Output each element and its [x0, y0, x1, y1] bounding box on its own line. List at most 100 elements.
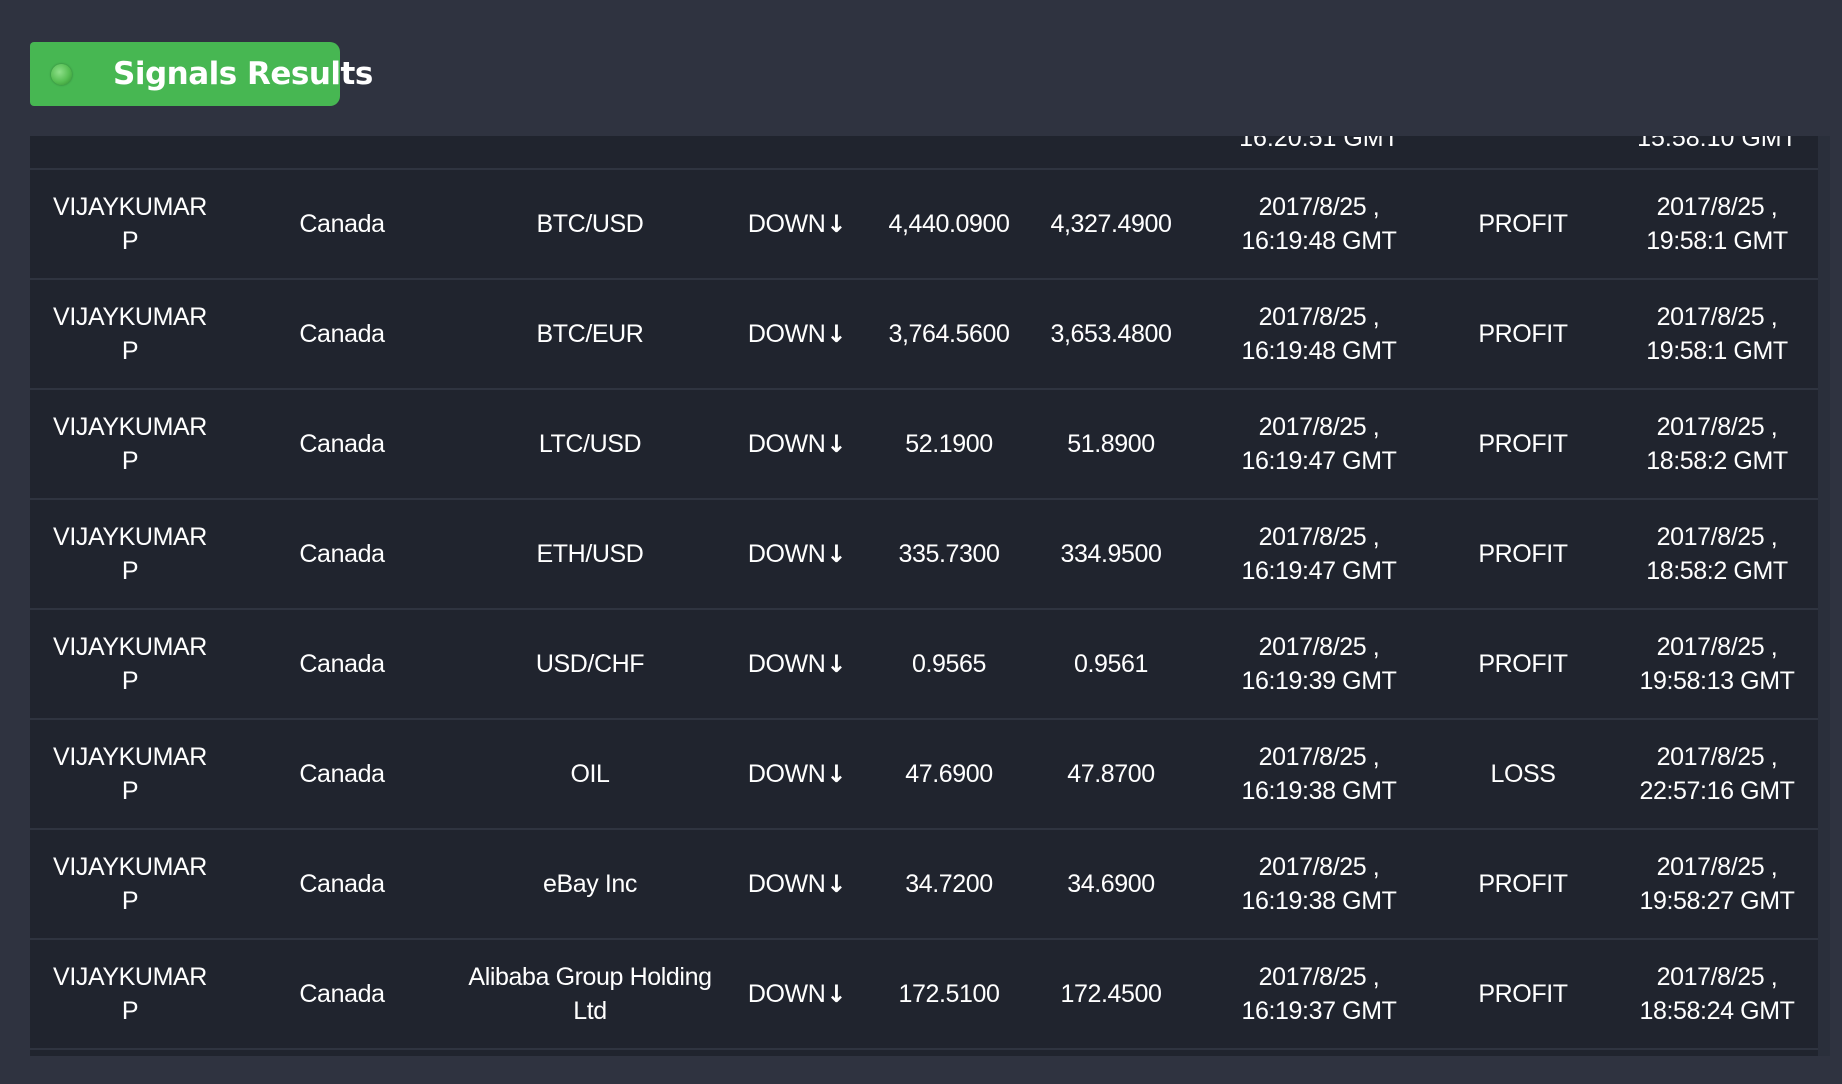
table-body: 16:20:51 GMT 15:58:10 GMT VIJAYKUMAR P Ca…: [30, 136, 1818, 1056]
close-price-cell: 34.6900: [1036, 830, 1186, 938]
close-price: 4,327.4900: [1050, 210, 1172, 238]
direction-label: DOWN: [747, 980, 826, 1008]
arrow-down-icon: ↓: [826, 430, 847, 458]
country-cell: Canada: [267, 170, 417, 278]
direction-label: DOWN: [747, 210, 826, 238]
arrow-down-icon: ↓: [826, 980, 847, 1008]
asset-cell: ETH/USD: [460, 500, 720, 608]
trader-name: VIJAYKUMAR P: [53, 963, 207, 1025]
table-row[interactable]: VIJAYKUMAR P Canada BTC/EUR DOWN ↓ 3,764.5600…: [30, 280, 1818, 390]
open-price: 335.7300: [898, 540, 1000, 568]
country: Canada: [299, 430, 385, 458]
asset: eBay Inc: [542, 870, 638, 898]
close-time: 18:58:2 GMT: [1646, 447, 1788, 475]
table-row[interactable]: VIJAYKUMAR P Canada eBay Inc DOWN ↓ 34.7200 34…: [30, 830, 1818, 940]
country-cell: Canada: [267, 940, 417, 1048]
asset: USD/CHF: [535, 650, 645, 678]
trader-name: VIJAYKUMAR P: [53, 193, 207, 255]
trader-name-cell: VIJAYKUMAR P: [45, 280, 215, 388]
trader-name: VIJAYKUMAR P: [53, 303, 207, 365]
close-date: 2017/8/25 ,: [1656, 853, 1778, 881]
open-price-cell: 47.6900: [874, 720, 1024, 828]
open-price-cell: 335.7300: [874, 500, 1024, 608]
direction-cell: DOWN ↓: [732, 280, 862, 388]
open-date: 2017/8/25 ,: [1258, 853, 1380, 881]
close-datetime-cell: 2017/8/25 , 18:58:24 GMT: [1622, 940, 1812, 1048]
open-datetime-cell: 2017/8/25 , 16:19:38 GMT: [1224, 720, 1414, 828]
result-cell: PROFIT: [1453, 940, 1593, 1048]
asset-cell: LTC/USD: [460, 390, 720, 498]
close-price-cell: 47.8700: [1036, 720, 1186, 828]
close-datetime-cell: 2017/8/25 , 22:57:16 GMT: [1622, 720, 1812, 828]
open-price: 34.7200: [905, 870, 993, 898]
result: PROFIT: [1478, 980, 1568, 1008]
result: PROFIT: [1478, 650, 1568, 678]
close-price-cell: 4,327.4900: [1036, 170, 1186, 278]
close-time-partial: 15:58:10 GMT: [1637, 136, 1797, 152]
asset-cell: USD/CHF: [460, 610, 720, 718]
direction-cell: DOWN ↓: [732, 830, 862, 938]
table-row[interactable]: VIJAYKUMAR P Canada OIL DOWN ↓ 47.6900 47.8700…: [30, 720, 1818, 830]
direction-cell: DOWN ↓: [732, 170, 862, 278]
close-datetime-cell: 2017/8/25 , 18:58:2 GMT: [1622, 500, 1812, 608]
trader-name: VIJAYKUMAR P: [53, 523, 207, 585]
asset-cell: BTC/USD: [460, 170, 720, 278]
arrow-down-icon: ↓: [826, 870, 847, 898]
open-price: 172.5100: [898, 980, 1000, 1008]
result: PROFIT: [1478, 430, 1568, 458]
table-row[interactable]: VIJAYKUMAR P Canada USD/CHF DOWN ↓ 0.9565 0.95…: [30, 610, 1818, 720]
open-datetime-cell: 2017/8/25 , 16:19:47 GMT: [1224, 390, 1414, 498]
trader-name-cell: VIJAYKUMAR P: [45, 500, 215, 608]
vertical-scrollbar[interactable]: [1818, 136, 1830, 1056]
close-price: 51.8900: [1067, 430, 1155, 458]
open-date: 2017/8/25 ,: [1258, 523, 1380, 551]
open-time: 16:19:48 GMT: [1241, 337, 1397, 365]
direction-cell: DOWN ↓: [732, 610, 862, 718]
country: Canada: [299, 760, 385, 788]
close-datetime-cell: 2017/8/25 , 19:58:27 GMT: [1622, 830, 1812, 938]
open-time-partial: 16:20:51 GMT: [1239, 136, 1399, 152]
result-cell: PROFIT: [1453, 280, 1593, 388]
direction-label: DOWN: [747, 650, 826, 678]
trader-name-cell: VIJAYKUMAR P: [45, 390, 215, 498]
close-time: 19:58:27 GMT: [1639, 887, 1795, 915]
arrow-down-icon: ↓: [826, 760, 847, 788]
open-datetime-cell: 2017/8/25 , 16:19:37 GMT: [1224, 940, 1414, 1048]
result-cell: LOSS: [1453, 720, 1593, 828]
signals-results-table[interactable]: 16:20:51 GMT 15:58:10 GMT VIJAYKUMAR P Ca…: [30, 136, 1830, 1056]
direction-cell: DOWN ↓: [732, 940, 862, 1048]
close-time: 19:58:1 GMT: [1646, 337, 1788, 365]
close-datetime-cell: 2017/8/25 , 19:58:1 GMT: [1622, 170, 1812, 278]
table-row[interactable]: VIJAYKUMAR P Canada ETH/USD DOWN ↓ 335.7300 33…: [30, 500, 1818, 610]
table-row[interactable]: VIJAYKUMAR P Canada BTC/USD DOWN ↓ 4,440.0900…: [30, 170, 1818, 280]
close-time: 18:58:24 GMT: [1639, 997, 1795, 1025]
open-price-cell: 34.7200: [874, 830, 1024, 938]
open-price: 4,440.0900: [888, 210, 1010, 238]
result-cell: PROFIT: [1453, 390, 1593, 498]
country-cell: Canada: [267, 500, 417, 608]
open-time: 16:19:47 GMT: [1241, 447, 1397, 475]
open-time: 16:19:39 GMT: [1241, 667, 1397, 695]
table-row-partial: 16:20:51 GMT 15:58:10 GMT: [30, 136, 1818, 170]
arrow-down-icon: ↓: [826, 540, 847, 568]
asset: BTC/EUR: [536, 320, 644, 348]
open-price-cell: 3,764.5600: [874, 280, 1024, 388]
asset-cell: BTC/EUR: [460, 280, 720, 388]
open-datetime-cell: 2017/8/25 , 16:19:48 GMT: [1224, 170, 1414, 278]
table-row[interactable]: VIJAYKUMAR P Canada Alibaba Group Holding …: [30, 940, 1818, 1050]
table-rows: VIJAYKUMAR P Canada BTC/USD DOWN ↓ 4,440.0900…: [30, 170, 1818, 1050]
table-row[interactable]: VIJAYKUMAR P Canada LTC/USD DOWN ↓ 52.1900 51.…: [30, 390, 1818, 500]
country-cell: Canada: [267, 830, 417, 938]
open-price-cell: 172.5100: [874, 940, 1024, 1048]
close-price-cell: 334.9500: [1036, 500, 1186, 608]
arrow-down-icon: ↓: [826, 320, 847, 348]
open-price-cell: 0.9565: [874, 610, 1024, 718]
close-price-cell: 51.8900: [1036, 390, 1186, 498]
asset-cell: Alibaba Group Holding Ltd: [460, 940, 720, 1048]
close-time: 22:57:16 GMT: [1639, 777, 1795, 805]
green-status-dot-icon: [51, 64, 72, 85]
close-price: 34.6900: [1067, 870, 1155, 898]
open-price: 3,764.5600: [888, 320, 1010, 348]
trader-name-cell: VIJAYKUMAR P: [45, 610, 215, 718]
direction-label: DOWN: [747, 540, 826, 568]
